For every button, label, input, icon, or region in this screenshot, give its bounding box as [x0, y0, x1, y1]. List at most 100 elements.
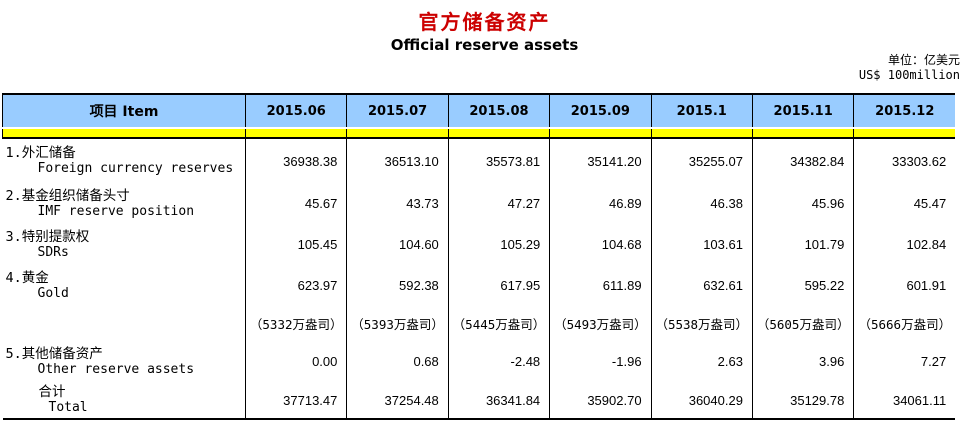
value-cell: -2.48 [447, 341, 550, 382]
item-row: 4.黄金 Gold 623.97 592.38 617.95 611.89 632.61 59… [3, 265, 956, 306]
highlight-band-cell [346, 127, 449, 139]
value-cell: 104.60 [346, 224, 449, 265]
row-label-zh: 5.其他储备资产 [5, 345, 103, 362]
value-cell: 592.38 [346, 265, 449, 306]
gold-ounces-row: （5332万盎司） （5393万盎司） （5445万盎司） （5493万盎司） （553… [3, 306, 956, 341]
column-header: 2015.11 [751, 93, 854, 128]
row-label-zh: 1.外汇储备 [5, 145, 76, 161]
value-cell: 36938.38 [244, 138, 347, 183]
reserve-assets-table: 项目 Item 2015.06 2015.07 2015.08 2015.09 2015… [2, 93, 956, 420]
value-cell: 3.96 [751, 341, 854, 382]
highlight-band-cell [853, 127, 956, 139]
unit-note-zh: 单位：亿美元 [887, 53, 960, 67]
value-cell: 46.38 [650, 183, 753, 224]
value-cell: 632.61 [650, 265, 753, 306]
highlight-band-cell [2, 127, 246, 139]
value-cell: 34061.11 [853, 382, 956, 419]
row-label: 3.特别提款权 SDRs [3, 224, 246, 265]
value-cell: 35141.20 [549, 138, 652, 183]
value-cell: 35129.78 [751, 382, 854, 419]
value-cell: 34382.84 [751, 138, 854, 183]
value-cell: 35573.81 [447, 138, 550, 183]
row-label-zh: 2.基金组织储备头寸 [5, 187, 130, 204]
value-cell: 36341.84 [447, 382, 550, 419]
value-cell: 105.29 [447, 224, 550, 265]
highlight-band-cell [244, 127, 347, 139]
value-cell: 37254.48 [346, 382, 449, 419]
value-cell: 45.67 [244, 183, 347, 224]
value-cell: 35902.70 [549, 382, 652, 419]
highlight-band-cell [549, 127, 652, 139]
value-cell: 36040.29 [650, 382, 753, 419]
column-header: 2015.12 [853, 93, 956, 128]
gold-ounces-cell: （5332万盎司） [244, 306, 347, 341]
row-label-en: Total [48, 400, 88, 415]
value-cell: 105.45 [244, 224, 347, 265]
row-label [3, 306, 246, 341]
item-row: 1.外汇储备 Foreign currency reserves 36938.38 3… [3, 138, 956, 183]
table-header-row: 项目 Item 2015.06 2015.07 2015.08 2015.09 2015… [2, 93, 956, 128]
page-title-en: Official reserve assets [390, 36, 579, 54]
column-header: 2015.09 [549, 93, 652, 128]
gold-ounces-cell: （5393万盎司） [346, 306, 449, 341]
value-cell: 103.61 [650, 224, 753, 265]
page-title-zh: 官方储备资产 [418, 10, 551, 34]
row-label-en: Other reserve assets [37, 361, 195, 377]
row-label-en: Foreign currency reserves [37, 161, 234, 176]
highlight-band-cell [650, 127, 753, 139]
column-header: 2015.06 [244, 93, 347, 128]
highlight-band-row [2, 127, 956, 139]
unit-note-en: US$ 100million [858, 68, 960, 82]
row-label: 4.黄金 Gold [3, 265, 246, 306]
column-header: 2015.1 [650, 93, 753, 128]
row-label-en: IMF reserve position [37, 203, 195, 219]
value-cell: 601.91 [853, 265, 956, 306]
value-cell: 45.47 [853, 183, 956, 224]
gold-ounces-cell: （5666万盎司） [853, 306, 956, 341]
row-label-en: Gold [37, 285, 69, 301]
row-label-zh: 合计 [38, 384, 66, 400]
value-cell: 104.68 [549, 224, 652, 265]
row-label: 合计 Total [3, 382, 246, 419]
gold-ounces-cell: （5445万盎司） [447, 306, 550, 341]
value-cell: 43.73 [346, 183, 449, 224]
row-label-zh: 3.特别提款权 [5, 228, 90, 245]
value-cell: 37713.47 [244, 382, 347, 419]
value-cell: 35255.07 [650, 138, 753, 183]
value-cell: 595.22 [751, 265, 854, 306]
table-body: 1.外汇储备 Foreign currency reserves 36938.38 3… [3, 138, 956, 419]
value-cell: 0.68 [346, 341, 449, 382]
row-label: 5.其他储备资产 Other reserve assets [3, 341, 246, 382]
row-label-en: SDRs [37, 244, 69, 260]
row-label-zh: 4.黄金 [5, 269, 49, 286]
column-header: 2015.08 [447, 93, 550, 128]
item-row: 2.基金组织储备头寸 IMF reserve position 45.67 43.73… [3, 183, 956, 224]
value-cell: 33303.62 [853, 138, 956, 183]
value-cell: 47.27 [447, 183, 550, 224]
value-cell: 45.96 [751, 183, 854, 224]
gold-ounces-cell: （5605万盎司） [751, 306, 854, 341]
item-row: 3.特别提款权 SDRs 105.45 104.60 105.29 104.68 103.6… [3, 224, 956, 265]
value-cell: 101.79 [751, 224, 854, 265]
gold-ounces-cell: （5538万盎司） [650, 306, 753, 341]
value-cell: 36513.10 [346, 138, 449, 183]
value-cell: 2.63 [650, 341, 753, 382]
gold-ounces-cell: （5493万盎司） [549, 306, 652, 341]
column-header-item: 项目 Item [2, 93, 246, 128]
value-cell: 7.27 [853, 341, 956, 382]
highlight-band-cell [447, 127, 550, 139]
value-cell: 611.89 [549, 265, 652, 306]
value-cell: -1.96 [549, 341, 652, 382]
value-cell: 0.00 [244, 341, 347, 382]
highlight-band-cell [751, 127, 854, 139]
total-row: 合计 Total 37713.47 37254.48 36341.84 35902.70 3… [3, 382, 956, 419]
row-label: 2.基金组织储备头寸 IMF reserve position [3, 183, 246, 224]
value-cell: 617.95 [447, 265, 550, 306]
value-cell: 623.97 [244, 265, 347, 306]
row-label: 1.外汇储备 Foreign currency reserves [3, 138, 246, 183]
item-row: 5.其他储备资产 Other reserve assets 0.00 0.68 -2.4… [3, 341, 956, 382]
value-cell: 46.89 [549, 183, 652, 224]
unit-note: 单位：亿美元 US$ 100million [859, 53, 960, 83]
value-cell: 102.84 [853, 224, 956, 265]
